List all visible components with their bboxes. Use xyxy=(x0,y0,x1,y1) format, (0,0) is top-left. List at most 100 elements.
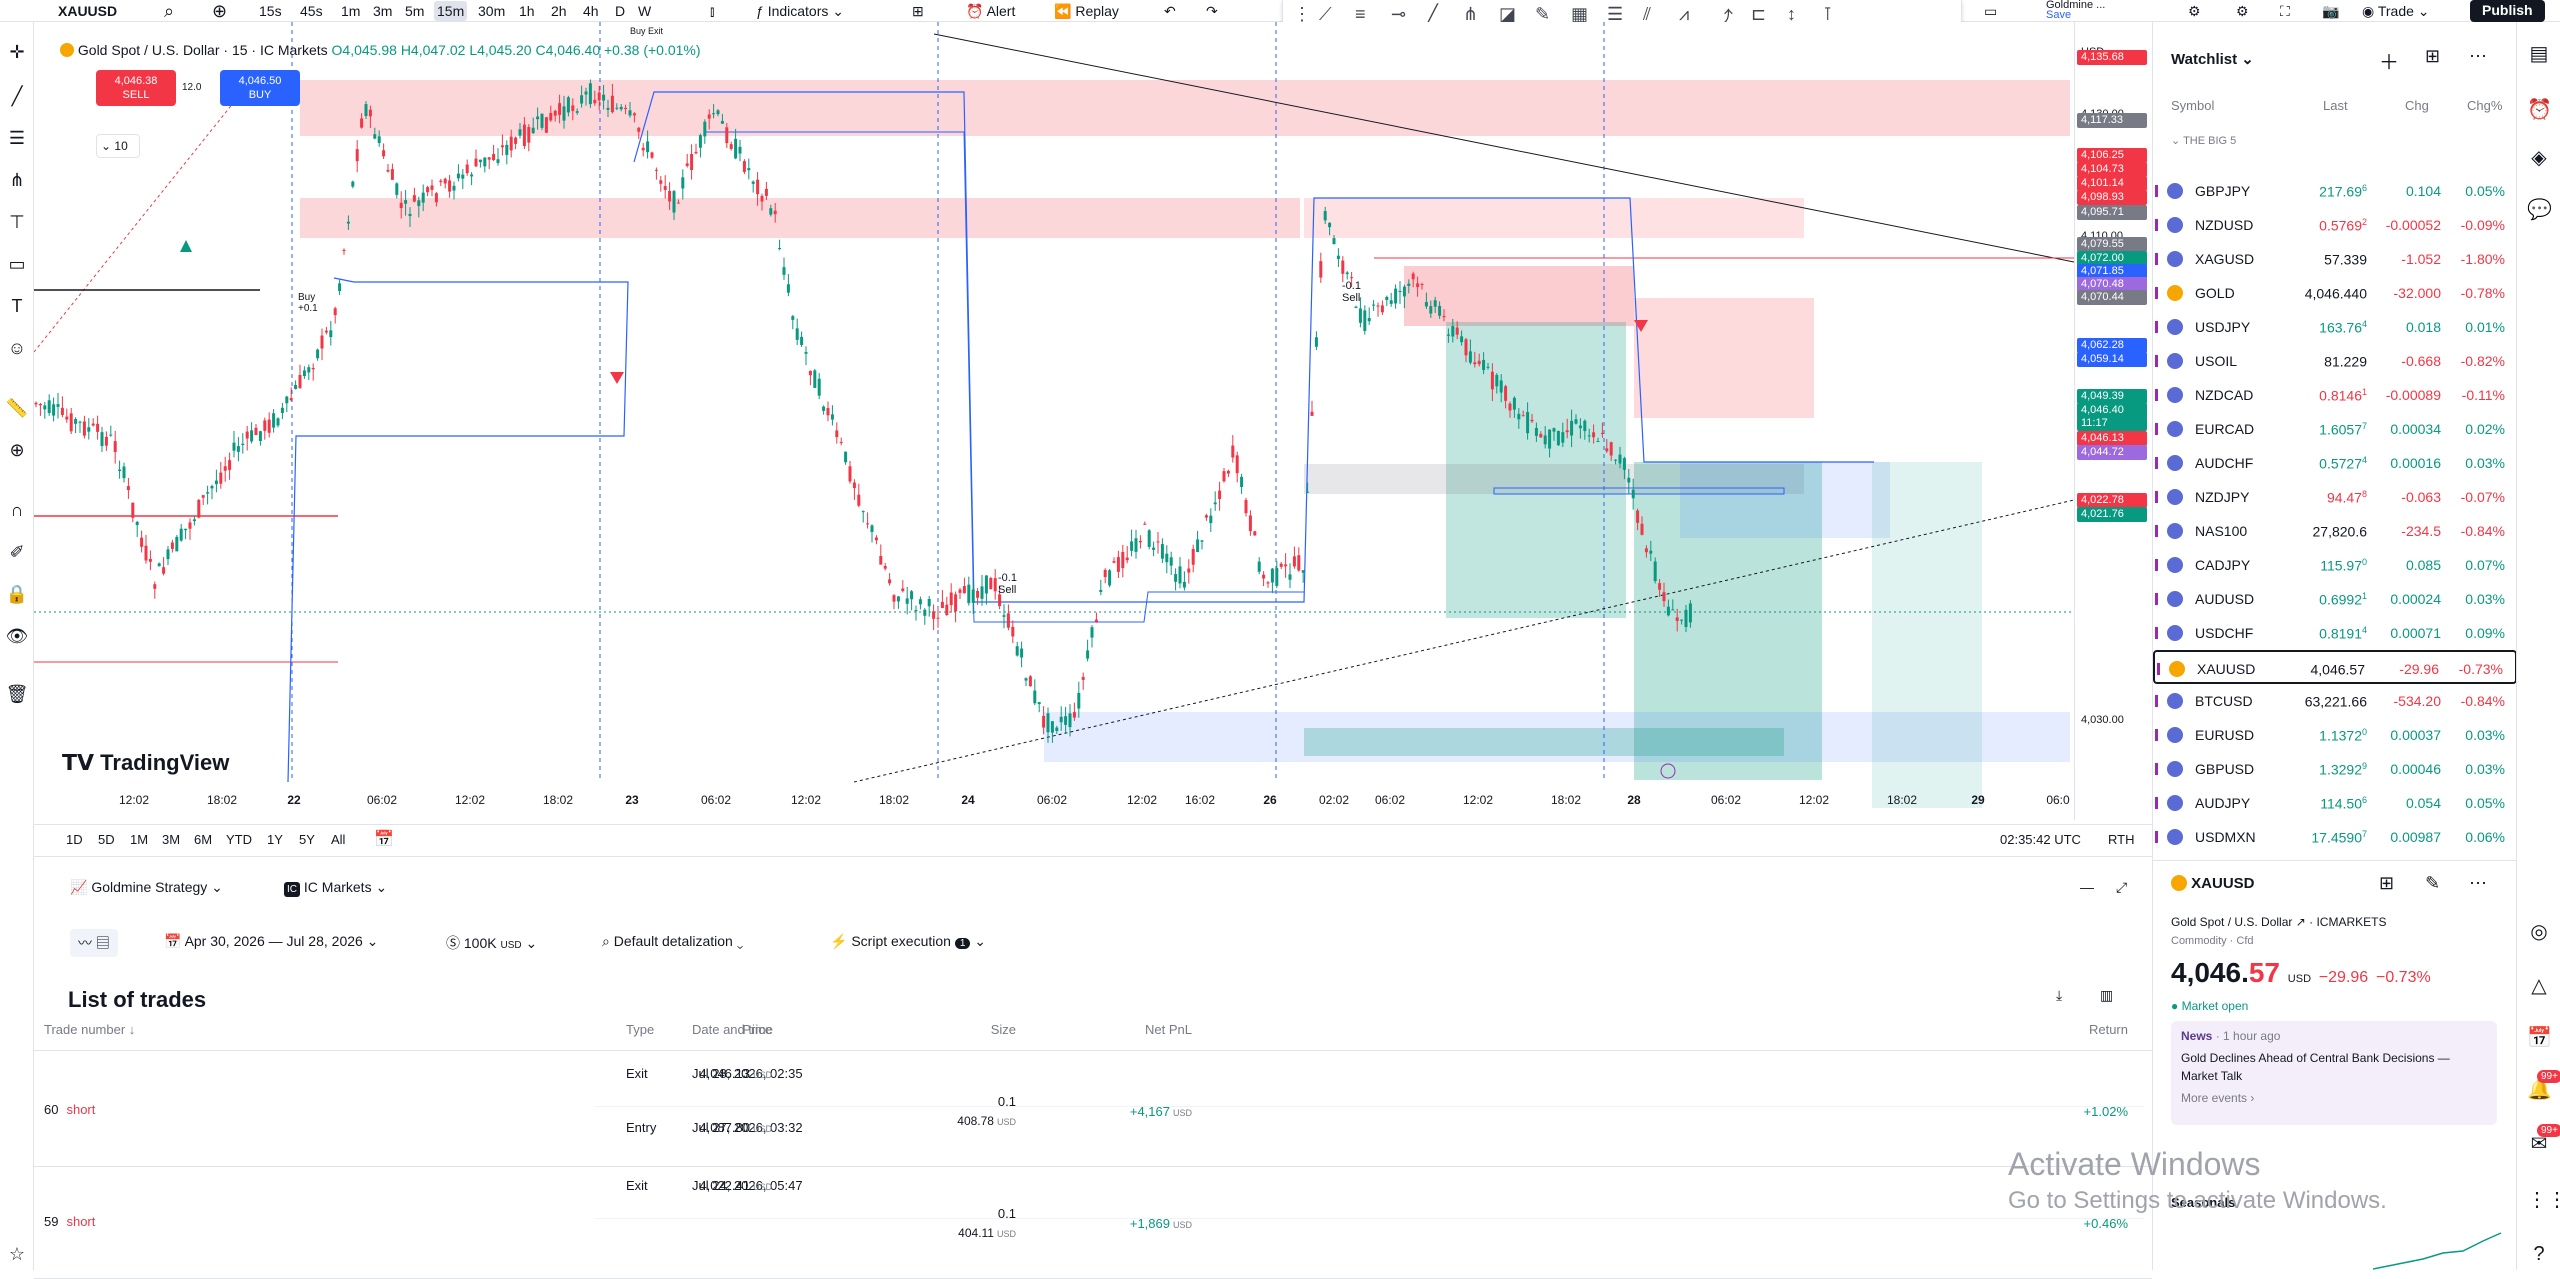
chart-pane[interactable]: Gold Spot / U.S. Dollar · 15 · IC Market… xyxy=(34,22,2074,820)
rth-toggle[interactable]: RTH xyxy=(2108,832,2135,847)
watchlist-row[interactable]: NZDJPY 94.478 -0.063 -0.07% xyxy=(2153,480,2517,514)
settings-icon[interactable]: ⚙ xyxy=(2188,3,2201,19)
help-icon[interactable]: ? xyxy=(2533,1243,2545,1265)
range-YTD[interactable]: YTD xyxy=(226,832,252,847)
advanced-view-icon[interactable]: ⊞ xyxy=(2425,46,2441,66)
search-icon[interactable]: ⌕ xyxy=(164,1,175,21)
fullscreen-icon[interactable]: ⛶ xyxy=(2280,3,2290,19)
gann-icon[interactable]: ⫽ xyxy=(1643,4,1652,24)
news-card[interactable]: News · 1 hour ago Gold Declines Ahead of… xyxy=(2171,1021,2497,1125)
watchlist-row[interactable]: USDMXN 17.45907 0.00987 0.06% xyxy=(2153,820,2517,854)
gear-icon[interactable]: ⚙ xyxy=(2236,3,2249,19)
range-5D[interactable]: 5D xyxy=(98,832,115,847)
add-symbol-icon[interactable]: ＋ xyxy=(2379,52,2399,74)
watchlist-row[interactable]: XAGUSD 57.339 -1.052 -1.80% xyxy=(2153,242,2517,276)
detalization-select[interactable]: ⌕ Default detalization ⌄ xyxy=(602,933,744,949)
trend-line-icon[interactable]: ╱ xyxy=(1427,4,1438,24)
watchlist-group[interactable]: ⌄ THE BIG 5 xyxy=(2171,135,2237,147)
range-1Y[interactable]: 1Y xyxy=(267,832,283,847)
watchlist-row[interactable]: CADJPY 115.970 0.085 0.07% xyxy=(2153,548,2517,582)
interval-1m[interactable]: 1m xyxy=(341,3,361,19)
watchlist-row[interactable]: USDCHF 0.81914 0.00071 0.09% xyxy=(2153,616,2517,650)
redo-icon[interactable]: ↷ xyxy=(1206,3,1218,19)
horizontal-lines-icon[interactable]: ☰ xyxy=(8,128,26,148)
watchlist-col-chg-pct[interactable]: Chg% xyxy=(2467,98,2503,113)
date-range-icon[interactable]: 📅 xyxy=(374,831,394,848)
external-link-icon[interactable]: ↗ xyxy=(2295,915,2306,929)
column-header[interactable]: Net PnL xyxy=(1145,1022,1192,1037)
notifications-icon[interactable]: 🔔 xyxy=(2527,1079,2552,1101)
ruler-icon[interactable]: 📏 xyxy=(5,398,29,418)
more-icon[interactable]: ⋯ xyxy=(2469,873,2487,893)
edit-icon[interactable]: ✎ xyxy=(2425,873,2441,893)
calendar-icon[interactable]: 📅 xyxy=(2527,1027,2552,1049)
messages-icon[interactable]: ✉ xyxy=(2530,1133,2548,1155)
chat-icon[interactable]: 💬 xyxy=(2527,199,2552,221)
fib-icon[interactable]: ☰ xyxy=(1607,4,1624,24)
camera-icon[interactable]: 📷 xyxy=(2322,3,2340,19)
zoom-in-icon[interactable]: ⊕ xyxy=(9,440,25,460)
measure-icon[interactable]: ↕ xyxy=(1787,4,1796,24)
watchlist-row[interactable]: AUDJPY 114.506 0.054 0.05% xyxy=(2153,786,2517,820)
interval-15m[interactable]: 15m xyxy=(434,1,468,21)
magnet-icon[interactable]: ∩ xyxy=(10,500,24,520)
chart-type-icon[interactable]: ⫾ xyxy=(710,3,715,19)
shape-icon[interactable]: ◪ xyxy=(1499,4,1517,24)
trend-line-icon[interactable]: ╱ xyxy=(11,86,23,106)
minimize-icon[interactable]: — xyxy=(2080,879,2094,895)
column-header[interactable]: Size xyxy=(990,1022,1016,1037)
interval-15s[interactable]: 15s xyxy=(259,3,282,19)
trash-icon[interactable]: 🗑 xyxy=(5,684,29,704)
script-exec-select[interactable]: ⚡ Script execution 1 ⌄ xyxy=(830,933,987,949)
watchlist-row[interactable]: NAS100 27,820.6 -234.5 -0.84% xyxy=(2153,514,2517,548)
watchlist-col-symbol[interactable]: Symbol xyxy=(2171,98,2215,113)
watchlist-row[interactable]: XAUUSD 4,046.57 -29.96 -0.73% xyxy=(2153,650,2517,684)
download-icon[interactable]: ⤓ xyxy=(2056,987,2063,1003)
crosshair-icon[interactable]: ✛ xyxy=(9,42,25,62)
range-All[interactable]: All xyxy=(331,832,346,847)
watchlist-title[interactable]: Watchlist ⌄ xyxy=(2171,51,2254,68)
columns-icon[interactable]: ▥ xyxy=(2100,987,2114,1003)
symbol-search[interactable]: XAUUSD xyxy=(58,1,117,21)
column-header[interactable]: Return xyxy=(2088,1022,2128,1037)
price-scale[interactable]: USD 4,130.004,120.004,110.004,090.004,03… xyxy=(2074,22,2152,820)
text-note-icon[interactable]: ⊺ xyxy=(1823,4,1833,24)
trade-button[interactable]: ◉ Trade ⌄ xyxy=(2362,3,2430,19)
details-symbol[interactable]: XAUUSD xyxy=(2171,875,2255,892)
quantity-input[interactable]: ⌄ 10 xyxy=(96,134,140,158)
projection-icon[interactable]: ⊏ xyxy=(1751,4,1767,24)
star-icon[interactable]: ☆ xyxy=(8,1244,26,1264)
column-header[interactable]: Price xyxy=(742,1022,772,1037)
grid-icon[interactable]: ▦ xyxy=(1571,4,1589,24)
stay-drawing-icon[interactable]: ✐ xyxy=(9,542,25,562)
watchlist-row[interactable]: BTCUSD 63,221.66 -534.20 -0.84% xyxy=(2153,684,2517,718)
emoji-icon[interactable]: ☺ xyxy=(7,338,27,358)
rectangle-icon[interactable]: ▭ xyxy=(8,254,26,274)
indicators-button[interactable]: ƒ Indicators ⌄ xyxy=(756,3,845,19)
sell-button[interactable]: 4,046.38 SELL xyxy=(96,70,176,106)
interval-30m[interactable]: 30m xyxy=(478,3,506,19)
publish-button[interactable]: Publish xyxy=(2470,0,2545,22)
replay-button[interactable]: ⏪ Replay xyxy=(1054,1,1119,21)
fib-retracement-icon[interactable]: ⊤ xyxy=(9,212,25,232)
interval-4h[interactable]: 4h xyxy=(583,3,599,19)
watchlist-row[interactable]: GBPUSD 1.32929 0.00046 0.03% xyxy=(2153,752,2517,786)
range-1D[interactable]: 1D xyxy=(66,832,83,847)
range-3M[interactable]: 3M xyxy=(162,832,181,847)
interval-W[interactable]: W xyxy=(638,3,652,19)
broker-select[interactable]: IC IC Markets ⌄ xyxy=(284,879,387,897)
eye-icon[interactable]: 👁 xyxy=(5,626,29,646)
interval-2h[interactable]: 2h xyxy=(551,3,567,19)
date-range-select[interactable]: 📅 Apr 30, 2026 — Jul 28, 2026 ⌄ xyxy=(164,933,379,949)
view-toggle[interactable]: 〰 ▤ xyxy=(70,929,118,957)
time-axis[interactable]: 12:02 18:02 22 06:02 12:02 18:02 23 06:02 12:02 1… xyxy=(34,790,2074,812)
layout-icon[interactable]: ▭ xyxy=(1984,3,1998,19)
more-events-link[interactable]: More events › xyxy=(2181,1091,2255,1105)
parallel-channel-icon[interactable]: ≡ xyxy=(1355,4,1366,24)
apps-icon[interactable]: ⋮⋮ xyxy=(2527,1189,2560,1211)
watchlist-row[interactable]: GBPJPY 217.696 0.104 0.05% xyxy=(2153,174,2517,208)
brush-icon[interactable]: ✎ xyxy=(1535,4,1551,24)
watchlist-row[interactable]: NZDCAD 0.81461 -0.00089 -0.11% xyxy=(2153,378,2517,412)
column-header[interactable]: Date and time xyxy=(692,1022,773,1037)
watchlist-row[interactable]: EURUSD 1.13720 0.00037 0.03% xyxy=(2153,718,2517,752)
